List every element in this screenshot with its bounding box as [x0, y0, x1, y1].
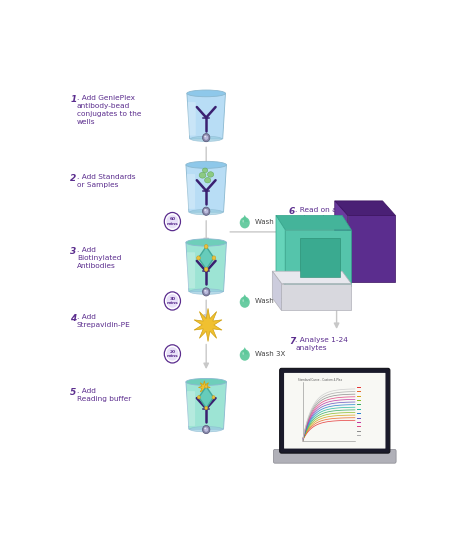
Polygon shape [241, 294, 248, 301]
Ellipse shape [190, 209, 223, 215]
Text: . Add
Reading buffer: . Add Reading buffer [77, 388, 131, 402]
Text: . Add
Strepavidin-PE: . Add Strepavidin-PE [77, 314, 131, 328]
Text: . Add GeniePlex
antibody-bead
conjugates to the
wells: . Add GeniePlex antibody-bead conjugates… [77, 96, 141, 125]
Text: 20
mins: 20 mins [166, 350, 178, 358]
Polygon shape [241, 215, 248, 222]
Polygon shape [187, 93, 226, 139]
Ellipse shape [242, 352, 244, 355]
Circle shape [212, 396, 215, 399]
Text: 2: 2 [70, 174, 76, 183]
Polygon shape [199, 246, 214, 270]
Ellipse shape [242, 299, 244, 302]
Circle shape [164, 292, 181, 310]
Text: 3: 3 [70, 247, 76, 256]
FancyBboxPatch shape [187, 252, 195, 288]
Polygon shape [199, 387, 213, 408]
Circle shape [240, 350, 250, 361]
Text: Standard Curve - Custom 4-Plex: Standard Curve - Custom 4-Plex [298, 378, 342, 382]
Polygon shape [347, 215, 395, 281]
Circle shape [204, 135, 208, 140]
Polygon shape [335, 201, 347, 281]
Polygon shape [282, 284, 351, 310]
Text: Wash 3X: Wash 3X [255, 298, 285, 304]
Text: . Read on a flow
cytometer: . Read on a flow cytometer [295, 207, 355, 221]
Polygon shape [194, 308, 222, 342]
Ellipse shape [186, 239, 227, 246]
Circle shape [240, 296, 250, 308]
Circle shape [164, 345, 181, 363]
Circle shape [212, 256, 216, 260]
Circle shape [204, 267, 208, 271]
Ellipse shape [187, 90, 226, 97]
Circle shape [204, 289, 206, 292]
Text: 30
mins: 30 mins [166, 297, 178, 305]
Circle shape [202, 288, 210, 296]
FancyBboxPatch shape [284, 373, 385, 448]
Circle shape [204, 427, 208, 432]
Circle shape [164, 213, 181, 231]
Polygon shape [272, 271, 351, 284]
Text: Wash 3X: Wash 3X [255, 351, 285, 357]
Polygon shape [241, 347, 248, 354]
Text: Wash 3X: Wash 3X [255, 219, 285, 224]
Circle shape [197, 256, 201, 260]
Polygon shape [186, 243, 227, 292]
Circle shape [204, 244, 208, 249]
Ellipse shape [199, 172, 206, 178]
Polygon shape [186, 165, 227, 212]
Polygon shape [300, 238, 340, 278]
Circle shape [204, 209, 208, 214]
Text: . Add
Biotinylated
Antibodies: . Add Biotinylated Antibodies [77, 247, 121, 268]
Ellipse shape [202, 168, 208, 172]
Ellipse shape [190, 289, 223, 294]
Polygon shape [199, 381, 210, 394]
Ellipse shape [208, 172, 214, 177]
Circle shape [204, 289, 208, 294]
Ellipse shape [191, 136, 222, 141]
Circle shape [202, 134, 210, 142]
Polygon shape [186, 382, 227, 429]
Polygon shape [335, 201, 395, 215]
FancyBboxPatch shape [280, 368, 390, 453]
Text: 60
mins: 60 mins [166, 217, 178, 226]
Circle shape [166, 347, 178, 361]
Ellipse shape [242, 220, 244, 222]
FancyBboxPatch shape [188, 102, 196, 135]
Polygon shape [276, 215, 351, 230]
Circle shape [197, 396, 201, 399]
Text: 4: 4 [70, 314, 76, 323]
Circle shape [202, 207, 210, 215]
Ellipse shape [205, 178, 211, 183]
Circle shape [166, 215, 178, 228]
Ellipse shape [186, 161, 227, 168]
Circle shape [204, 135, 206, 137]
Text: . Add Standards
or Samples: . Add Standards or Samples [77, 174, 136, 188]
Text: 6: 6 [289, 207, 295, 216]
Circle shape [166, 294, 178, 308]
Text: 5: 5 [70, 388, 76, 397]
Text: 7: 7 [289, 337, 295, 346]
Ellipse shape [186, 379, 227, 386]
Circle shape [205, 385, 208, 388]
FancyBboxPatch shape [187, 391, 195, 426]
Text: . Analyse 1-24
analytes: . Analyse 1-24 analytes [295, 337, 348, 351]
Circle shape [204, 427, 206, 429]
Text: 1: 1 [70, 96, 76, 105]
Polygon shape [285, 230, 351, 286]
Ellipse shape [190, 426, 223, 432]
Polygon shape [272, 271, 282, 310]
Circle shape [205, 407, 208, 410]
Circle shape [204, 209, 206, 211]
FancyBboxPatch shape [273, 449, 396, 463]
Circle shape [202, 425, 210, 434]
Circle shape [240, 217, 250, 228]
Polygon shape [276, 215, 285, 286]
FancyBboxPatch shape [187, 174, 195, 209]
